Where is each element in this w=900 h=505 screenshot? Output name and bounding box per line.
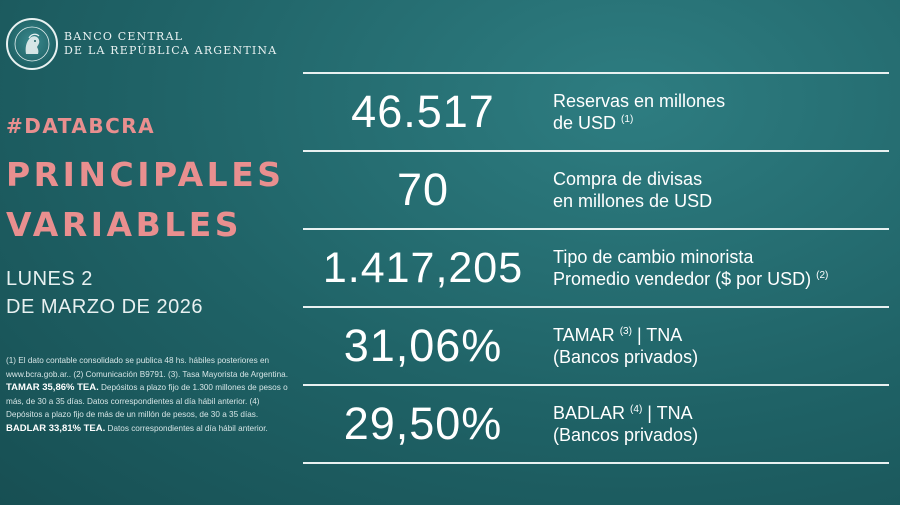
footnote-text-1: (1) El dato contable consolidado se publ…	[6, 356, 289, 379]
indicator-row-badlar: 29,50% BADLAR (4) | TNA (Bancos privados…	[303, 386, 889, 462]
indicator-row-reserves: 46.517 Reservas en millones de USD (1)	[303, 74, 889, 150]
indicator-label-line1: TAMAR	[553, 325, 615, 345]
indicator-value: 29,50%	[343, 398, 503, 449]
indicator-label-rate-type: | TNA	[647, 403, 693, 423]
bcra-name-line1: BANCO CENTRAL	[64, 30, 184, 43]
indicator-label-line1: Compra de divisas	[553, 169, 703, 189]
divider	[303, 462, 889, 464]
indicator-label-line1: Reservas en millones	[553, 91, 726, 111]
indicator-label-line2: (Bancos privados)	[553, 425, 699, 445]
page-title-line1: PRINCIPALES	[6, 155, 285, 194]
indicator-label-line2: Promedio vendedor ($ por USD)	[553, 269, 812, 289]
bcra-logo: BANCO CENTRAL DE LA REPÚBLICA ARGENTINA	[6, 18, 277, 70]
indicator-row-fx-purchase: 70 Compra de divisas en millones de USD	[303, 152, 889, 228]
report-date: LUNES 2 DE MARZO DE 2026	[6, 265, 203, 321]
bcra-name-line2: DE LA REPÚBLICA ARGENTINA	[64, 44, 278, 57]
indicator-value: 46.517	[351, 86, 495, 137]
indicators-table: 46.517 Reservas en millones de USD (1) 7…	[303, 72, 889, 464]
hashtag: #DATABCRA	[6, 114, 156, 138]
footnote-text-2: Depósitos a plazo fijo de 1.300 millones…	[6, 383, 288, 420]
divider	[303, 384, 889, 386]
divider	[303, 72, 889, 74]
indicator-row-tamar: 31,06% TAMAR (3) | TNA (Bancos privados)	[303, 308, 889, 384]
indicator-note: (3)	[619, 326, 632, 337]
indicator-label: Reservas en millones de USD (1)	[553, 90, 725, 134]
page-title-line2: VARIABLES	[6, 205, 243, 244]
indicator-value: 1.417,205	[322, 243, 524, 292]
report-date-line2: DE MARZO DE 2026	[6, 296, 203, 318]
indicator-label-line1: Tipo de cambio minorista	[553, 247, 754, 267]
indicator-label-line2: (Bancos privados)	[553, 347, 699, 367]
bcra-name: BANCO CENTRAL DE LA REPÚBLICA ARGENTINA	[64, 30, 277, 58]
footnote-text-3: Datos correspondientes al día hábil ante…	[107, 423, 268, 433]
indicator-value: 31,06%	[343, 320, 503, 371]
indicator-label-rate-type: | TNA	[636, 325, 683, 345]
report-date-line1: LUNES 2	[6, 268, 93, 290]
indicator-value: 70	[396, 164, 450, 215]
divider	[303, 306, 889, 308]
indicator-label: Tipo de cambio minorista Promedio vended…	[553, 246, 828, 290]
indicator-label-line2: de USD	[553, 113, 617, 133]
indicator-note: (1)	[621, 114, 634, 125]
footnote-tamar-tea: TAMAR 35,86% TEA.	[6, 382, 99, 394]
indicator-row-exchange-rate: 1.417,205 Tipo de cambio minorista Prome…	[303, 230, 889, 306]
footnotes: (1) El dato contable consolidado se publ…	[6, 354, 298, 436]
divider	[303, 228, 889, 230]
indicator-label: BADLAR (4) | TNA (Bancos privados)	[553, 402, 698, 446]
indicator-note: (2)	[816, 270, 829, 281]
indicator-note: (4)	[630, 404, 643, 415]
footnote-badlar-tea: BADLAR 33,81% TEA.	[6, 422, 106, 434]
indicator-label: Compra de divisas en millones de USD	[553, 168, 712, 212]
indicator-label: TAMAR (3) | TNA (Bancos privados)	[553, 324, 698, 368]
indicator-label-line2: en millones de USD	[553, 191, 713, 211]
page-title: PRINCIPALES VARIABLES	[6, 150, 285, 250]
indicator-label-line1: BADLAR	[553, 403, 626, 423]
divider	[303, 150, 889, 152]
bcra-seal-icon	[6, 18, 58, 70]
